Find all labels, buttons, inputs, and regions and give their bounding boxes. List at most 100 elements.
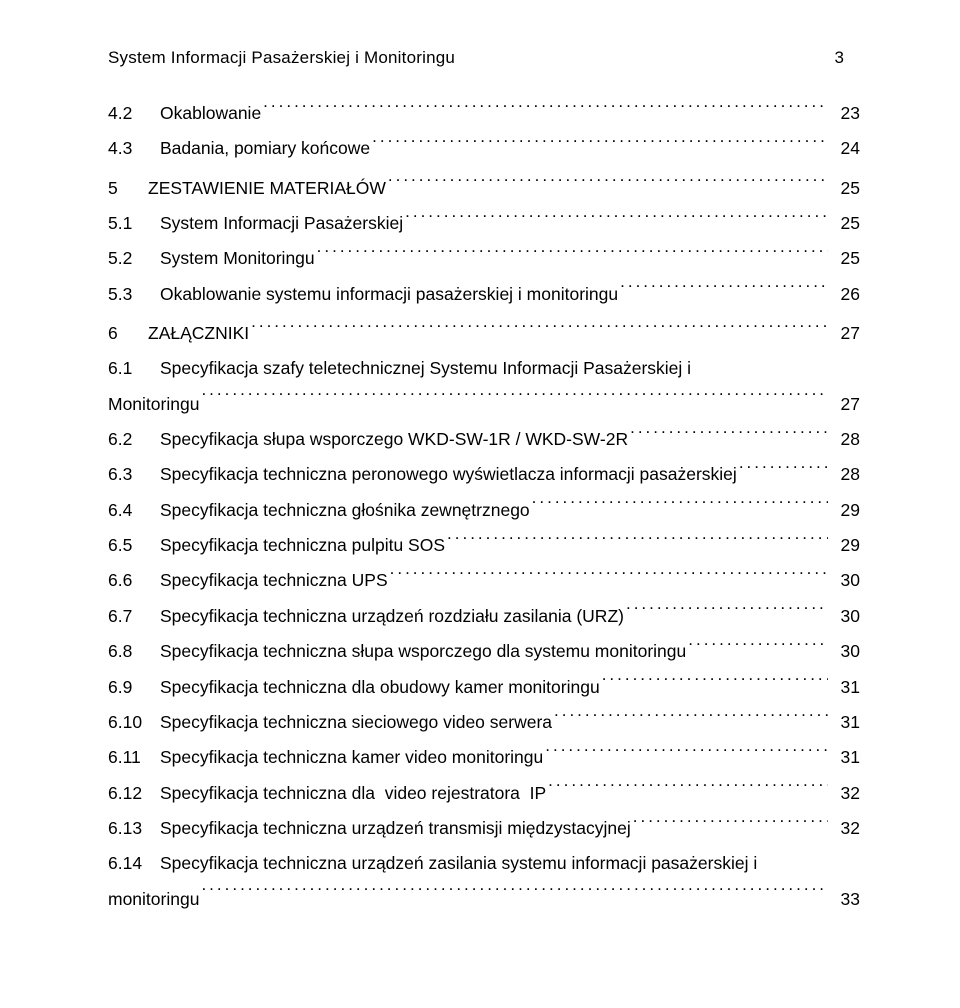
- toc-label: Badania, pomiary końcowe: [160, 131, 370, 166]
- toc-label-continuation: monitoringu: [108, 882, 199, 917]
- document-page: System Informacji Pasażerskiej i Monitor…: [0, 0, 960, 1008]
- toc-page-number: 29: [830, 493, 860, 528]
- toc-number: 5.2: [108, 241, 160, 276]
- toc-entry: 6.6Specyfikacja techniczna UPS30: [108, 563, 860, 598]
- toc-label: Okablowanie: [160, 96, 261, 131]
- toc-number: 5: [108, 171, 148, 206]
- toc-page-number: 28: [830, 422, 860, 457]
- toc-entry: 4.2Okablowanie 23: [108, 96, 860, 131]
- toc-label: Specyfikacja techniczna urządzeń transmi…: [160, 811, 631, 846]
- toc-number: 6.14: [108, 846, 160, 881]
- toc-page-number: 28: [830, 457, 860, 492]
- toc-entry: 6.3Specyfikacja techniczna peronowego wy…: [108, 457, 860, 492]
- toc-leader-dots: [390, 565, 828, 586]
- toc-entry: 6.12Specyfikacja techniczna dla video re…: [108, 776, 860, 811]
- toc-entry: 6.8Specyfikacja techniczna słupa wsporcz…: [108, 634, 860, 669]
- toc-number: 6: [108, 316, 148, 351]
- toc-number: 5.1: [108, 206, 160, 241]
- toc-page-number: 33: [830, 882, 860, 917]
- toc-label: Specyfikacja szafy teletechnicznej Syste…: [160, 351, 691, 386]
- toc-page-number: 31: [830, 705, 860, 740]
- toc-label: Specyfikacja techniczna kamer video moni…: [160, 740, 543, 775]
- toc-leader-dots: [548, 778, 828, 799]
- toc-label: Specyfikacja techniczna peronowego wyświ…: [160, 457, 737, 492]
- toc-label: Specyfikacja techniczna urządzeń rozdzia…: [160, 599, 624, 634]
- toc-leader-dots: [532, 495, 828, 516]
- toc-entry-line2: monitoringu 33: [108, 882, 860, 917]
- toc-number: 6.3: [108, 457, 160, 492]
- toc-label: Specyfikacja techniczna pulpitu SOS: [160, 528, 445, 563]
- toc-page-number: 31: [830, 670, 860, 705]
- toc-leader-dots: [630, 424, 828, 445]
- toc-entry: 6.2Specyfikacja słupa wsporczego WKD-SW-…: [108, 422, 860, 457]
- toc-leader-dots: [317, 243, 828, 264]
- toc-leader-dots: [201, 387, 828, 408]
- header-line: System Informacji Pasażerskiej i Monitor…: [108, 48, 860, 68]
- toc-leader-dots: [447, 530, 828, 551]
- toc-entry: 6ZAŁĄCZNIKI 27: [108, 316, 860, 351]
- toc-entry: 5.3Okablowanie systemu informacji pasaże…: [108, 277, 860, 312]
- toc-leader-dots: [633, 813, 828, 834]
- toc-leader-dots: [201, 882, 828, 903]
- toc-entry: 6.11Specyfikacja techniczna kamer video …: [108, 740, 860, 775]
- toc-leader-dots: [620, 279, 828, 300]
- toc-label: ZAŁĄCZNIKI: [148, 316, 249, 351]
- toc-label: Specyfikacja techniczna słupa wsporczego…: [160, 634, 686, 669]
- toc-page-number: 27: [830, 387, 860, 422]
- toc-number: 6.8: [108, 634, 160, 669]
- toc-entry: 6.9Specyfikacja techniczna dla obudowy k…: [108, 670, 860, 705]
- toc-entry: 6.1Specyfikacja szafy teletechnicznej Sy…: [108, 351, 860, 422]
- toc-page-number: 24: [830, 131, 860, 166]
- toc-label-continuation: Monitoringu: [108, 387, 199, 422]
- toc-leader-dots: [626, 601, 828, 622]
- toc-leader-dots: [554, 707, 828, 728]
- toc-entry: 6.10Specyfikacja techniczna sieciowego v…: [108, 705, 860, 740]
- table-of-contents: 4.2Okablowanie234.3Badania, pomiary końc…: [108, 96, 860, 917]
- toc-label: System Informacji Pasażerskiej: [160, 206, 403, 241]
- toc-entry-line1: 6.1Specyfikacja szafy teletechnicznej Sy…: [108, 351, 860, 386]
- toc-entry: 6.7Specyfikacja techniczna urządzeń rozd…: [108, 599, 860, 634]
- toc-leader-dots: [545, 742, 828, 763]
- toc-entry: 6.13Specyfikacja techniczna urządzeń tra…: [108, 811, 860, 846]
- header-page-number: 3: [835, 48, 860, 68]
- toc-leader-dots: [263, 98, 828, 119]
- toc-number: 4.2: [108, 96, 160, 131]
- toc-leader-dots: [251, 318, 828, 339]
- toc-number: 6.9: [108, 670, 160, 705]
- toc-label: Specyfikacja techniczna urządzeń zasilan…: [160, 846, 757, 881]
- toc-number: 6.13: [108, 811, 160, 846]
- toc-label: Specyfikacja techniczna dla video rejest…: [160, 776, 546, 811]
- header-title: System Informacji Pasażerskiej i Monitor…: [108, 48, 455, 68]
- toc-page-number: 31: [830, 740, 860, 775]
- toc-number: 5.3: [108, 277, 160, 312]
- toc-leader-dots: [602, 672, 828, 693]
- toc-number: 4.3: [108, 131, 160, 166]
- toc-entry: 4.3Badania, pomiary końcowe 24: [108, 131, 860, 166]
- toc-leader-dots: [372, 133, 828, 154]
- toc-number: 6.7: [108, 599, 160, 634]
- toc-number: 6.12: [108, 776, 160, 811]
- toc-entry-line1: 6.14Specyfikacja techniczna urządzeń zas…: [108, 846, 860, 881]
- toc-number: 6.10: [108, 705, 160, 740]
- toc-label: Okablowanie systemu informacji pasażersk…: [160, 277, 618, 312]
- toc-page-number: 25: [830, 171, 860, 206]
- toc-page-number: 23: [830, 96, 860, 131]
- toc-page-number: 25: [830, 241, 860, 276]
- toc-entry: 6.14Specyfikacja techniczna urządzeń zas…: [108, 846, 860, 917]
- toc-label: Specyfikacja techniczna sieciowego video…: [160, 705, 552, 740]
- toc-page-number: 32: [830, 811, 860, 846]
- toc-number: 6.11: [108, 740, 160, 775]
- toc-leader-dots: [405, 208, 828, 229]
- toc-label: Specyfikacja techniczna dla obudowy kame…: [160, 670, 600, 705]
- toc-label: System Monitoringu: [160, 241, 315, 276]
- toc-entry: 5ZESTAWIENIE MATERIAŁÓW25: [108, 171, 860, 206]
- toc-number: 6.5: [108, 528, 160, 563]
- toc-label: Specyfikacja techniczna głośnika zewnętr…: [160, 493, 530, 528]
- toc-page-number: 25: [830, 206, 860, 241]
- toc-page-number: 32: [830, 776, 860, 811]
- toc-leader-dots: [739, 459, 828, 480]
- toc-page-number: 27: [830, 316, 860, 351]
- toc-entry: 5.2System Monitoringu 25: [108, 241, 860, 276]
- toc-page-number: 30: [830, 563, 860, 598]
- toc-label: Specyfikacja techniczna UPS: [160, 563, 388, 598]
